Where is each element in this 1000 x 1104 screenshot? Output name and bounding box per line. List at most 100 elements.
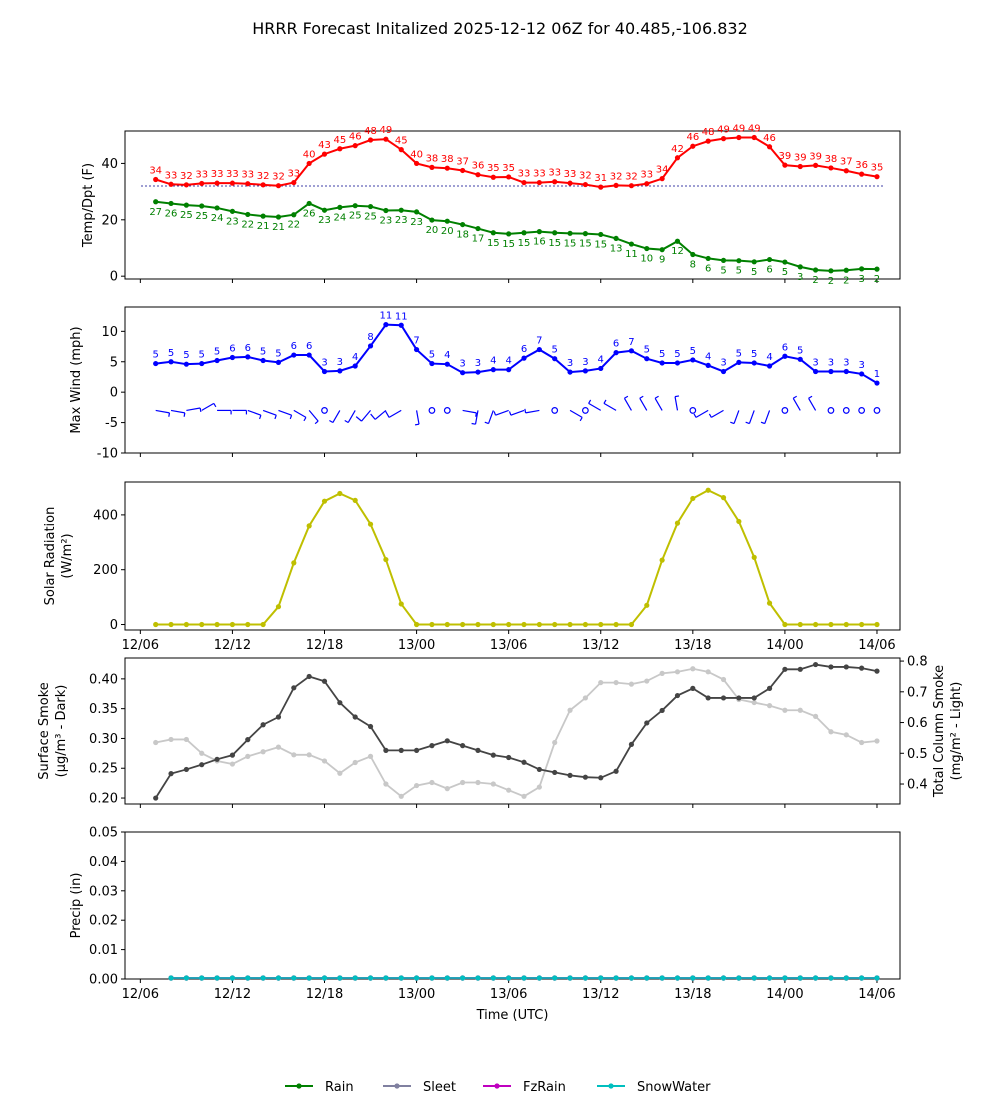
dewpoint-point (398, 207, 404, 213)
dewpoint-label: 3 (858, 274, 864, 285)
legend-marker-rain (296, 1083, 302, 1089)
temperature-point (736, 134, 742, 141)
solar-point (644, 602, 650, 608)
temperature-label: 34 (656, 165, 669, 176)
solar-point (168, 621, 174, 628)
dewpoint-label: 12 (671, 246, 684, 257)
temperature-point (490, 174, 496, 180)
wind-barb-calm (842, 407, 850, 414)
temperature-label: 38 (825, 154, 838, 165)
wind-point (598, 365, 604, 372)
wind-label: 7 (536, 336, 542, 347)
dewpoint-point (260, 213, 266, 219)
dewpoint-point (797, 264, 803, 270)
wind-barb-calm (551, 407, 559, 414)
y-tick-label: 40 (101, 157, 118, 172)
wind-barb-calm (873, 407, 881, 414)
wind-point (659, 360, 665, 366)
wind-label: 6 (613, 339, 619, 350)
solar-point (674, 520, 681, 526)
dewpoint-label: 20 (441, 226, 454, 237)
y-axis-label: Solar Radiation (W/m²) (43, 507, 75, 606)
wind-point (337, 368, 343, 374)
temperature-label: 45 (395, 136, 408, 147)
y-tick-label: 0.04 (89, 855, 118, 870)
wind-barb-flag (289, 414, 293, 420)
dewpoint-point (567, 230, 573, 236)
surface-smoke-point (367, 723, 374, 730)
solar-point (720, 495, 727, 501)
dewpoint-label: 21 (257, 221, 270, 232)
wind-point (321, 368, 328, 375)
dewpoint-label: 16 (533, 237, 546, 248)
y-tick-label: -10 (97, 447, 118, 462)
dewpoint-point (199, 203, 205, 209)
column-smoke-point (245, 753, 251, 759)
temperature-point (751, 134, 757, 141)
temperature-point (460, 167, 466, 174)
wind-point (843, 368, 849, 375)
surface-smoke-point (859, 665, 865, 671)
wind-label: 6 (521, 344, 527, 355)
temperature-point (367, 137, 374, 143)
wind-barb (674, 396, 679, 411)
dewpoint-label: 2 (843, 275, 849, 286)
solar-point (628, 621, 635, 628)
surface-smoke-point (536, 766, 542, 773)
dewpoint-label: 23 (395, 215, 408, 226)
dewpoint-label: 25 (364, 212, 377, 223)
wind-barb (170, 409, 185, 414)
surface-smoke-point (736, 695, 742, 701)
temperature-point (552, 179, 558, 185)
solar-point (398, 601, 404, 607)
wind-barb-flag (524, 408, 527, 413)
snowwater-point (245, 975, 251, 981)
temp-dewpoint-frame (124, 130, 901, 280)
dewpoint-point (613, 235, 619, 242)
dewpoint-label: 18 (456, 230, 469, 241)
dewpoint-label: 5 (720, 265, 726, 276)
temperature-label: 35 (502, 163, 515, 174)
dewpoint-point (582, 231, 588, 237)
wind-barb-calm (689, 407, 697, 414)
surface-smoke-point (429, 743, 435, 749)
wind-label: 5 (183, 350, 189, 361)
wind-barb-calm (581, 407, 589, 414)
column-smoke-point (413, 782, 420, 789)
column-smoke-point (337, 770, 343, 776)
dewpoint-label: 23 (380, 215, 393, 226)
x-tick-label: 14/00 (766, 987, 803, 1002)
temperature-point (153, 176, 159, 183)
y2-tick-label: 0.7 (907, 685, 928, 700)
column-smoke-line (155, 667, 878, 798)
wind-point (782, 353, 788, 359)
wind-barb (262, 409, 277, 416)
wind-point (291, 352, 297, 358)
dewpoint-point (413, 209, 420, 215)
snowwater-point (567, 975, 573, 981)
column-smoke-point (460, 779, 466, 786)
surface-smoke-point (168, 771, 174, 777)
wind-point (168, 359, 174, 365)
wind-point (245, 354, 251, 360)
dewpoint-label: 20 (426, 225, 439, 236)
column-smoke-point (705, 669, 711, 675)
temperature-point (705, 138, 711, 144)
solar-point (659, 557, 665, 563)
snowwater-point (644, 975, 650, 981)
y-tick-label: 0.03 (89, 884, 118, 899)
column-smoke-point (429, 779, 435, 786)
wind-point (613, 350, 619, 356)
wind-label: 3 (828, 357, 834, 368)
wind-barb (155, 409, 170, 414)
wind-barb-flag (639, 395, 644, 399)
x-tick-label: 13/06 (490, 638, 527, 653)
surface-smoke-point (214, 756, 220, 762)
temperature-point (797, 163, 803, 170)
x-tick-label: 12/18 (306, 638, 343, 653)
wind-label: 5 (275, 348, 281, 359)
y-tick-label: 0.20 (89, 792, 118, 807)
wind-barb (748, 410, 755, 424)
solar-point (245, 621, 251, 628)
wind-barb (415, 410, 420, 425)
